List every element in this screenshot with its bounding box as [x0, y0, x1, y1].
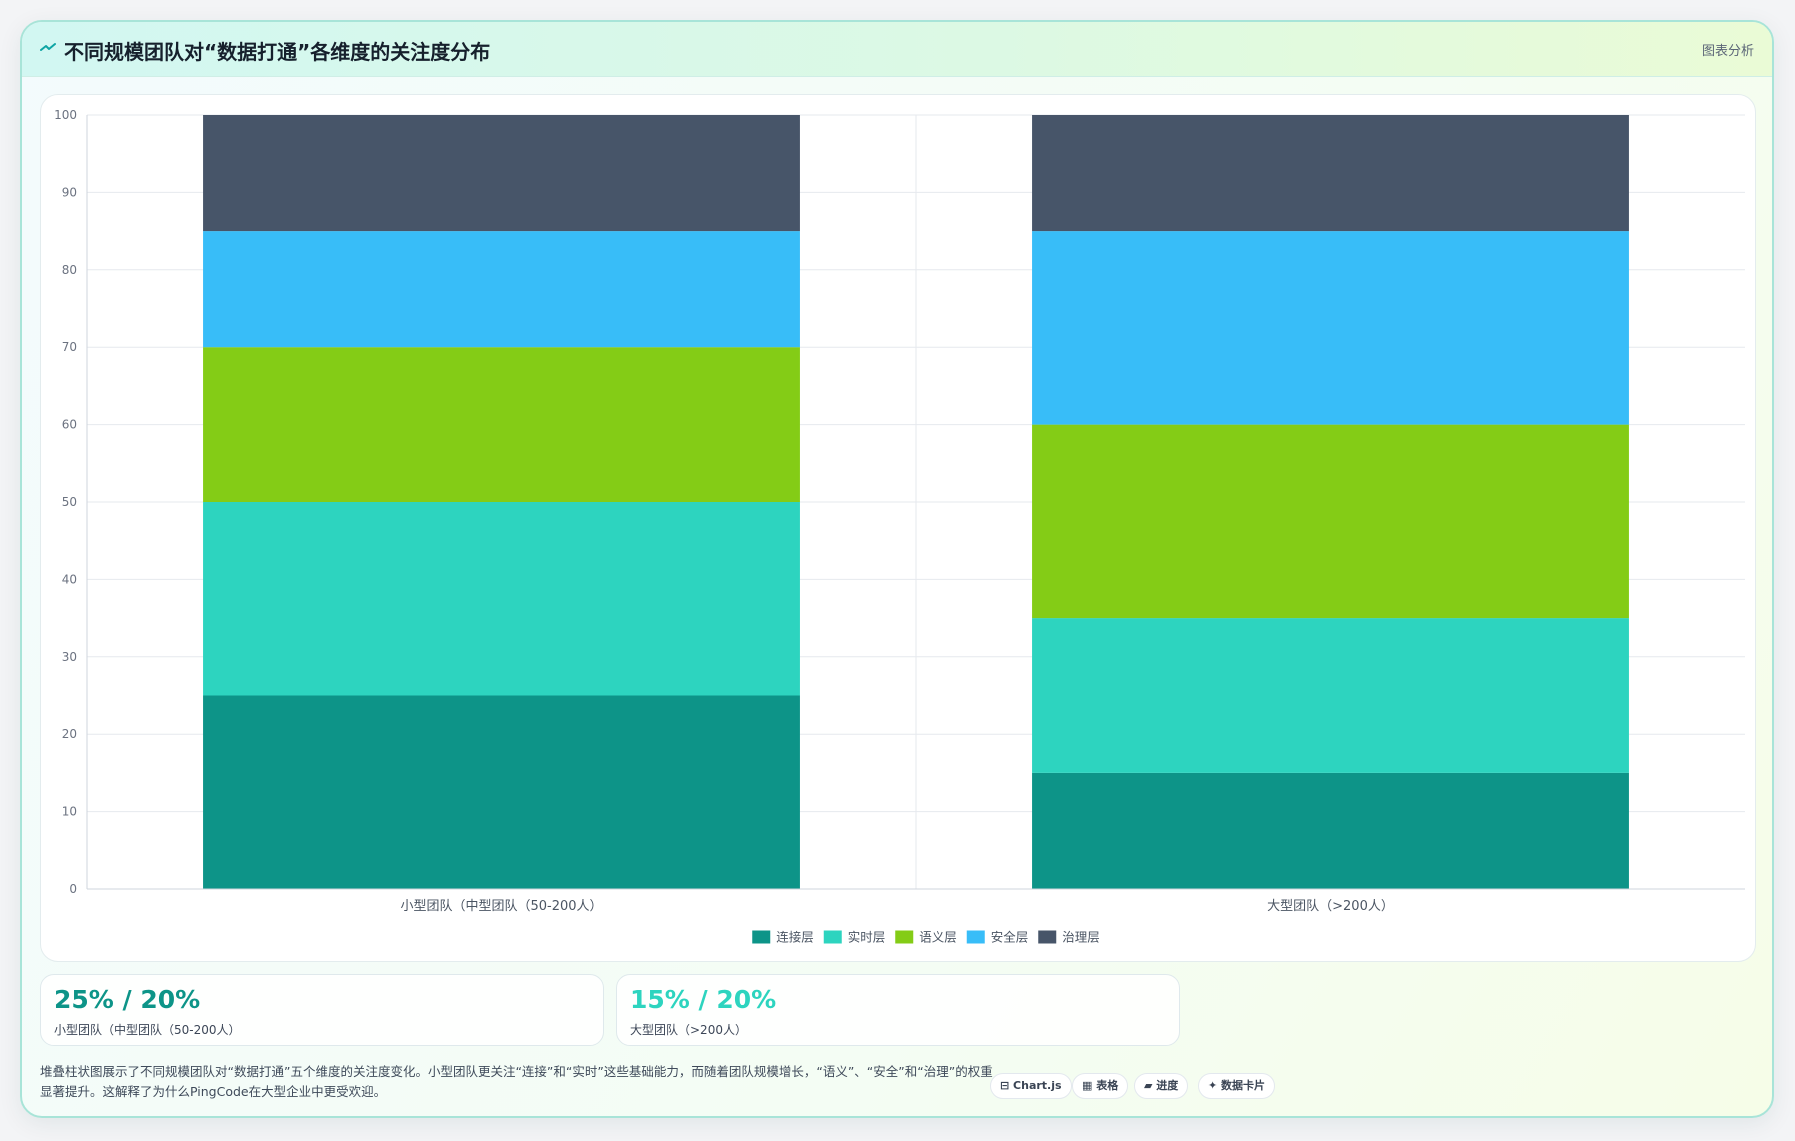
legend-swatch [823, 930, 842, 944]
stat-label: 小型团队（中型团队（50-200人） [54, 1023, 241, 1037]
legend-label: 语义层 [919, 930, 957, 945]
card-header: 不同规模团队对“数据打通”各维度的关注度分布 图表分析 [22, 22, 1772, 77]
legend-label: 连接层 [776, 930, 814, 945]
stat-card-large-team: 15% / 20% 大型团队（>200人） [616, 974, 1180, 1046]
legend-label: 安全层 [991, 930, 1029, 945]
stat-label: 大型团队（>200人） [630, 1023, 747, 1037]
chart-area: 0 10 20 30 40 50 60 70 80 90 100 小型团队（中型团队（50-200人）… [40, 94, 1756, 962]
legend: 连接层 实时层 语义层 安全层 治理层 [752, 930, 1100, 945]
y-tick-label: 60 [62, 418, 77, 432]
bar-segment[interactable] [203, 115, 800, 232]
tag-chartjs[interactable]: ⊟ Chart.js [990, 1073, 1072, 1099]
legend-item[interactable]: 实时层 [823, 930, 886, 945]
legend-label: 治理层 [1062, 930, 1100, 945]
x-tick-label: 大型团队（>200人） [1267, 899, 1394, 914]
tag-table[interactable]: ▦ 表格 [1072, 1073, 1129, 1099]
bar-segment[interactable] [203, 695, 800, 890]
stat-value: 25% / 20% [54, 985, 201, 1014]
x-tick-label: 小型团队（中型团队（50-200人） [400, 899, 602, 914]
bar-segment[interactable] [203, 231, 800, 348]
y-tick-label: 50 [62, 495, 77, 509]
legend-swatch [1038, 930, 1057, 944]
legend-item[interactable]: 安全层 [966, 930, 1029, 945]
stat-card-small-team: 25% / 20% 小型团队（中型团队（50-200人） [40, 974, 604, 1046]
y-tick-label: 80 [62, 263, 77, 277]
bar-segment[interactable] [1032, 424, 1629, 619]
legend-swatch [966, 930, 985, 944]
y-tick-label: 70 [62, 340, 77, 354]
legend-item[interactable]: 语义层 [895, 930, 957, 945]
tag-data-card[interactable]: ✦ 数据卡片 [1198, 1073, 1276, 1099]
y-tick-label: 20 [62, 727, 77, 741]
tag-progress[interactable]: ▰ 进度 [1134, 1073, 1189, 1099]
legend-item[interactable]: 治理层 [1038, 930, 1100, 945]
y-tick-label: 100 [54, 108, 77, 122]
bar-segment[interactable] [1032, 618, 1629, 773]
bar-segment[interactable] [1032, 772, 1629, 889]
chart-card: 不同规模团队对“数据打通”各维度的关注度分布 图表分析 0 10 20 30 40 50 6… [20, 20, 1774, 1118]
trend-line-icon [40, 43, 56, 51]
bar-segment[interactable] [1032, 231, 1629, 425]
y-tick-label: 40 [62, 572, 77, 586]
y-tick-label: 0 [69, 882, 77, 896]
bar-segment[interactable] [203, 502, 800, 696]
y-tick-label: 30 [62, 650, 77, 664]
legend-swatch [895, 930, 914, 944]
bar-segment[interactable] [203, 347, 800, 502]
axes: 0 10 20 30 40 50 60 70 80 90 100 小型团队（中型团队（50-200人）… [54, 108, 1745, 914]
legend-swatch [752, 930, 771, 944]
legend-label: 实时层 [848, 930, 886, 945]
stat-value: 15% / 20% [630, 985, 777, 1014]
bars [203, 115, 1629, 889]
stacked-bar-chart: 0 10 20 30 40 50 60 70 80 90 100 小型团队（中型团队（50-200人）… [54, 108, 1745, 945]
legend-item[interactable]: 连接层 [752, 930, 814, 945]
bar-segment[interactable] [1032, 115, 1629, 232]
chart-analysis-badge[interactable]: 图表分析 [1701, 44, 1754, 59]
y-tick-label: 10 [62, 805, 77, 819]
chart-description: 堆叠柱状图展示了不同规模团队对“数据打通”五个维度的关注度变化。小型团队更关注“… [40, 1064, 993, 1099]
y-tick-label: 90 [62, 185, 77, 199]
chart-title: 不同规模团队对“数据打通”各维度的关注度分布 [64, 40, 491, 64]
